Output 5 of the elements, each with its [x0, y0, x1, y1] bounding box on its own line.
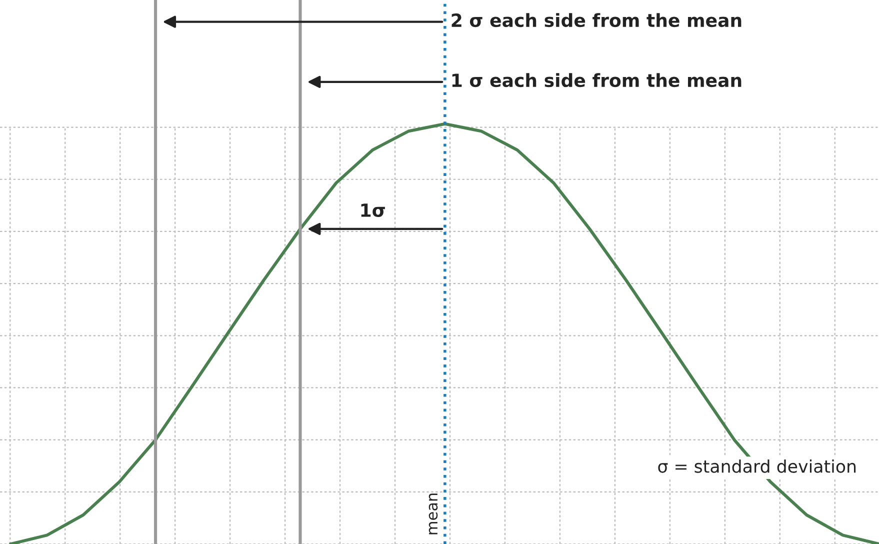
annotation: σ = standard deviation: [658, 459, 856, 473]
annotation: mean: [428, 494, 438, 534]
text: 2 σ each side from the mean: [452, 13, 742, 28]
annotation: 1σ: [361, 204, 385, 218]
text: 1 σ each side from the mean: [452, 73, 742, 88]
